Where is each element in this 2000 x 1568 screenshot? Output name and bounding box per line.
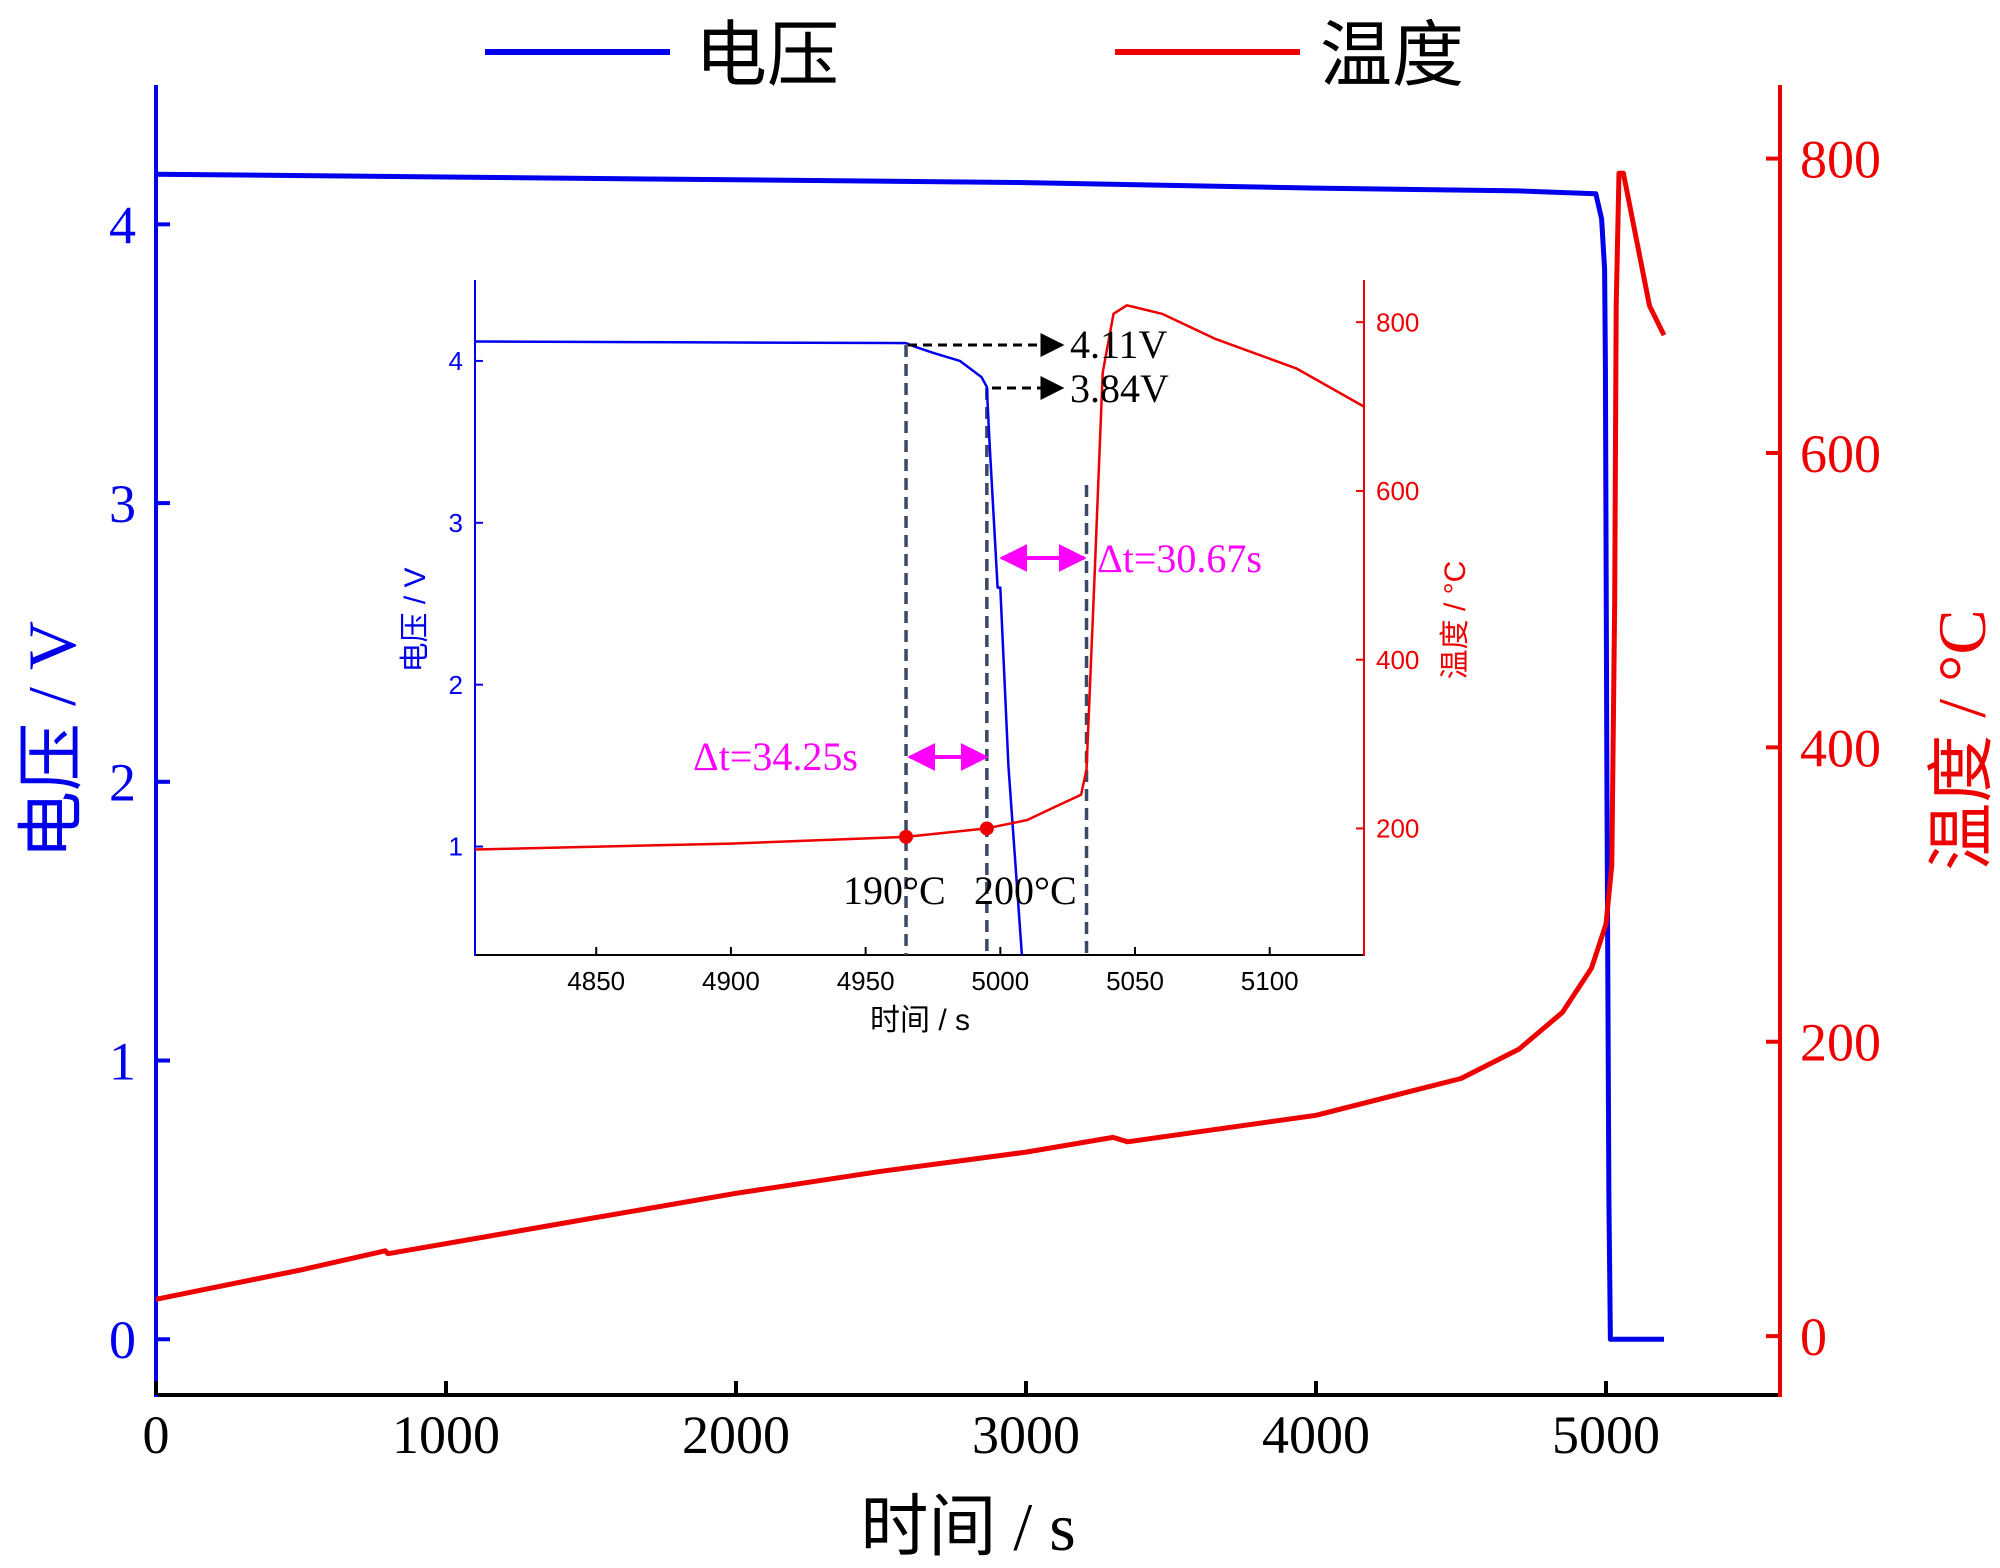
inset-y-right-tick-label: 200 xyxy=(1376,814,1419,844)
inset-right-axis-label: 温度 / °C xyxy=(1439,561,1472,680)
inset-x-tick-label: 4850 xyxy=(567,966,625,996)
inset-x-tick-label: 5050 xyxy=(1106,966,1164,996)
main-y-left-tick-label: 4 xyxy=(109,195,136,255)
main-y-left-tick-label: 0 xyxy=(109,1310,136,1370)
main-x-tick-label: 2000 xyxy=(682,1405,790,1465)
main-y-right-tick-label: 400 xyxy=(1800,718,1881,778)
inset-x-tick-label: 5100 xyxy=(1241,966,1299,996)
inset-background xyxy=(475,270,1365,956)
main-x-axis-label: 时间 / s xyxy=(860,1489,1075,1565)
inset-ticks: 4850 4900 4950 5000 5050 5100 1 2 3 4 200 400 600 800 xyxy=(449,307,1420,996)
inset-x-tick-label: 4950 xyxy=(837,966,895,996)
main-y-left-tick-label: 3 xyxy=(109,474,136,534)
inset-label-3v84: 3.84V xyxy=(1070,366,1169,411)
inset-temp-marker xyxy=(979,821,994,836)
inset-temp-marker xyxy=(899,829,914,844)
inset-x-tick-label: 4900 xyxy=(702,966,760,996)
main-x-tick-label: 5000 xyxy=(1552,1405,1660,1465)
inset-plot: 4850 4900 4950 5000 5050 5100 1 2 3 4 200 400 600 800… xyxy=(399,270,1472,1037)
main-y-left-tick-label: 1 xyxy=(109,1031,136,1091)
main-y-right-tick-label: 600 xyxy=(1800,424,1881,484)
legend-label-temperature: 温度 xyxy=(1320,16,1464,96)
main-y-left-tick-label: 2 xyxy=(109,753,136,813)
inset-x-tick-label: 5000 xyxy=(971,966,1029,996)
inset-y-left-tick-label: 2 xyxy=(449,670,463,700)
main-series-temperature xyxy=(155,170,1667,1302)
inset-delta-label-1: Δt=34.25s xyxy=(693,734,858,779)
main-plot: 0 1000 2000 3000 4000 5000012340200400600800 … xyxy=(14,85,2000,1565)
inset-temp-label-200: 200°C xyxy=(974,868,1077,913)
main-y-right-tick-label: 800 xyxy=(1800,129,1881,189)
inset-left-axis-label: 电压 / V xyxy=(399,567,432,672)
inset-y-right-tick-label: 400 xyxy=(1376,645,1419,675)
main-left-axis-label: 电压 / V xyxy=(14,621,90,859)
inset-y-right-tick-label: 600 xyxy=(1376,476,1419,506)
inset-series-temperature xyxy=(474,304,1365,851)
inset-label-4v11: 4.11V xyxy=(1070,322,1168,367)
main-right-axis-label: 温度 / °C xyxy=(1924,609,2000,870)
inset-y-left-tick-label: 4 xyxy=(449,346,463,376)
main-y-right-tick-label: 0 xyxy=(1800,1307,1827,1367)
main-series xyxy=(155,170,1667,1342)
main-x-tick-label: 1000 xyxy=(392,1405,500,1465)
main-y-right-tick-label: 200 xyxy=(1800,1013,1881,1073)
inset-x-axis-label: 时间 / s xyxy=(870,1004,970,1037)
main-ticks: 0 1000 2000 3000 4000 5000 0 1 2 3 4 0 200 400 600 800 xyxy=(109,129,1881,1465)
inset-y-right-tick-label: 800 xyxy=(1376,307,1419,337)
inset-delta-label-2: Δt=30.67s xyxy=(1097,536,1262,581)
legend-label-voltage: 电压 xyxy=(695,16,839,96)
inset-y-left-tick-label: 1 xyxy=(449,832,463,862)
inset-y-left-tick-label: 3 xyxy=(449,508,463,538)
legend: 电压 温度 xyxy=(485,16,1464,96)
main-x-tick-label: 0 xyxy=(143,1405,170,1465)
inset-temp-label-190: 190°C xyxy=(843,868,946,913)
main-x-tick-label: 4000 xyxy=(1262,1405,1370,1465)
inset-markers xyxy=(899,821,994,844)
main-x-tick-label: 3000 xyxy=(972,1405,1080,1465)
main-series-voltage xyxy=(155,171,1664,1342)
